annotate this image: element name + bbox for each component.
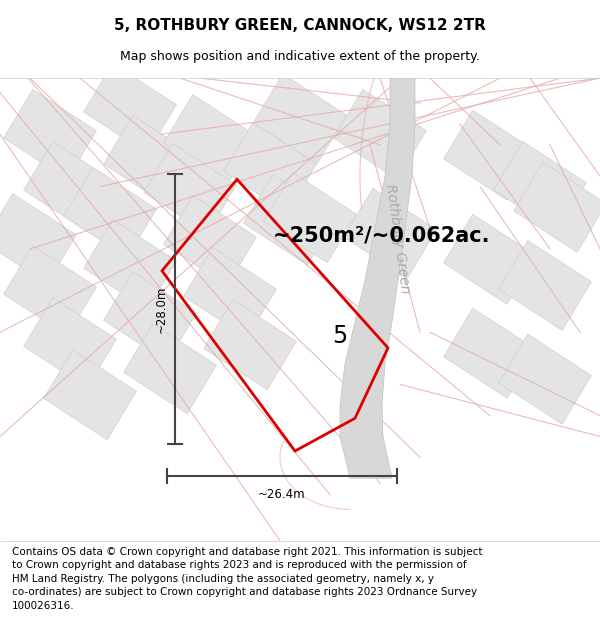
- Polygon shape: [23, 141, 116, 231]
- Polygon shape: [83, 63, 176, 153]
- Polygon shape: [104, 116, 196, 206]
- Polygon shape: [44, 350, 136, 440]
- Text: Contains OS data © Crown copyright and database right 2021. This information is : Contains OS data © Crown copyright and d…: [12, 546, 482, 611]
- Text: ~250m²/~0.062ac.: ~250m²/~0.062ac.: [273, 225, 491, 245]
- Polygon shape: [499, 241, 592, 331]
- Polygon shape: [514, 162, 600, 252]
- Polygon shape: [4, 246, 97, 336]
- Polygon shape: [164, 196, 256, 286]
- Polygon shape: [334, 89, 427, 179]
- Polygon shape: [254, 74, 346, 164]
- Polygon shape: [224, 122, 316, 212]
- Polygon shape: [124, 324, 217, 414]
- Text: Map shows position and indicative extent of the property.: Map shows position and indicative extent…: [120, 50, 480, 62]
- Text: ~26.4m: ~26.4m: [258, 488, 306, 501]
- Polygon shape: [340, 78, 415, 478]
- Polygon shape: [344, 188, 436, 278]
- Polygon shape: [443, 214, 536, 304]
- Polygon shape: [244, 175, 337, 265]
- Polygon shape: [83, 219, 176, 309]
- Polygon shape: [4, 89, 97, 179]
- Text: ~28.0m: ~28.0m: [155, 286, 167, 333]
- Polygon shape: [0, 194, 76, 284]
- Polygon shape: [499, 334, 592, 424]
- Polygon shape: [443, 308, 536, 398]
- Polygon shape: [203, 300, 296, 390]
- Text: 5: 5: [332, 324, 347, 348]
- Polygon shape: [104, 272, 196, 362]
- Polygon shape: [263, 173, 356, 262]
- Polygon shape: [443, 110, 536, 200]
- Polygon shape: [23, 298, 116, 388]
- Polygon shape: [184, 248, 277, 338]
- Polygon shape: [143, 144, 236, 234]
- Polygon shape: [494, 141, 586, 231]
- Polygon shape: [164, 94, 256, 184]
- Text: 5, ROTHBURY GREEN, CANNOCK, WS12 2TR: 5, ROTHBURY GREEN, CANNOCK, WS12 2TR: [114, 18, 486, 32]
- Polygon shape: [64, 168, 157, 258]
- Text: Rothbury Green: Rothbury Green: [383, 183, 413, 294]
